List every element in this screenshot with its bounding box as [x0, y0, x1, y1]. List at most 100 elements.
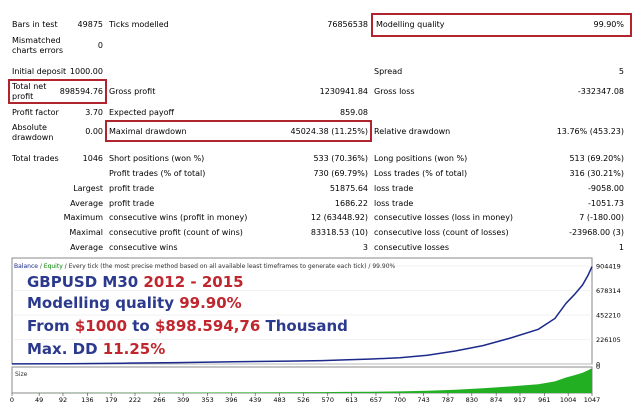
- profit-trades-value: 730 (69.79%): [313, 169, 368, 178]
- profit-factor-value: 3.70: [85, 108, 103, 117]
- avg-cons-wins-value: 3: [362, 243, 368, 252]
- mismatched-value: 0: [97, 41, 103, 50]
- modelling-quality-highlight: [371, 13, 632, 37]
- x-tick-label: 570: [322, 396, 334, 404]
- x-tick-label: 917: [514, 396, 526, 404]
- x-tick-label: 353: [201, 396, 213, 404]
- spread-value: 5: [618, 67, 624, 76]
- avg-cons-losses-value: 1: [618, 243, 624, 252]
- largest-profit-label: profit trade: [109, 184, 155, 193]
- total-trades-value: 1046: [82, 154, 103, 163]
- largest-loss-label: loss trade: [374, 184, 414, 193]
- profit-trades-label: Profit trades (% of total): [109, 169, 206, 178]
- average-loss-label: loss trade: [374, 199, 414, 208]
- maximal-label: Maximal: [69, 228, 103, 237]
- loss-trades-value: 316 (30.21%): [569, 169, 624, 178]
- x-tick-label: 874: [490, 396, 502, 404]
- overlay-line-4-red: 11.25%: [102, 340, 166, 358]
- long-positions-value: 513 (69.20%): [569, 154, 624, 163]
- size-tick-0: 0: [596, 363, 600, 371]
- loss-trades-label: Loss trades (% of total): [374, 169, 468, 178]
- x-tick-label: 92: [59, 396, 67, 404]
- x-tick-label: 266: [153, 396, 165, 404]
- gross-loss-label: Gross loss: [374, 87, 415, 96]
- overlay-line-2-red: 99.90%: [179, 294, 242, 312]
- short-positions-value: 533 (70.36%): [313, 154, 368, 163]
- chart-header-balance: Balance: [14, 263, 38, 270]
- mismatched-label-2: charts errors: [12, 46, 64, 55]
- total-net-profit-label-1: Total net: [12, 82, 47, 91]
- maximal-cons-loss-label: consecutive loss (count of losses): [374, 228, 509, 237]
- largest-label: Largest: [73, 184, 103, 193]
- chart-header-rest: / Every tick (the most precise method ba…: [63, 263, 396, 270]
- x-tick-label: 439: [249, 396, 261, 404]
- initial-deposit-value: 1000.00: [69, 67, 103, 76]
- x-tick-label: 396: [225, 396, 237, 404]
- expected-payoff-value: 859.08: [340, 108, 368, 117]
- x-tick-label: 1047: [584, 396, 601, 404]
- gross-loss-value: -332347.08: [577, 87, 624, 96]
- overlay-line-1: GBPUSD M30 2012 - 2015: [27, 272, 244, 292]
- overlay-line-2-blue: Modelling quality: [27, 294, 180, 312]
- size-label: Size: [15, 371, 28, 378]
- x-tick-label: 743: [417, 396, 429, 404]
- absolute-drawdown-label-2: drawdown: [12, 133, 54, 142]
- overlay-line-3-blue3: Thousand: [260, 317, 348, 335]
- spread-label: Spread: [374, 67, 403, 76]
- overlay-line-4-blue: Max. DD: [27, 340, 103, 358]
- overlay-line-3-blue2: to: [127, 317, 155, 335]
- overlay-line-4: Max. DD 11.25%: [27, 339, 165, 359]
- average-profit-label: profit trade: [109, 199, 155, 208]
- x-tick-label: 136: [81, 396, 93, 404]
- overlay-line-1-blue: GBPUSD M30: [27, 273, 144, 291]
- relative-drawdown-value: 13.76% (453.23): [556, 127, 624, 136]
- average-profit-value: 1686.22: [334, 199, 368, 208]
- balance-line: [11, 266, 593, 365]
- mismatched-label-1: Mismatched: [12, 36, 61, 45]
- x-tick-label: 309: [177, 396, 189, 404]
- largest-profit-value: 51875.64: [329, 184, 368, 193]
- overlay-line-1-red: 2012 - 2015: [143, 273, 244, 291]
- long-positions-label: Long positions (won %): [374, 154, 468, 163]
- x-tick-label: 483: [273, 396, 285, 404]
- x-tick-label: 700: [394, 396, 406, 404]
- net-profit-highlight: [8, 79, 107, 104]
- average2-label: Average: [70, 243, 103, 252]
- gross-profit-label: Gross profit: [109, 87, 156, 96]
- x-tick-label: 657: [370, 396, 382, 404]
- overlay-line-3-blue: From: [27, 317, 75, 335]
- absolute-drawdown-label-1: Absolute: [12, 123, 47, 132]
- avg-cons-losses-label: consecutive losses: [374, 243, 450, 252]
- maximal-cons-profit-value: 83318.53 (10): [310, 228, 368, 237]
- x-tick-label: 1004: [560, 396, 577, 404]
- ticks-modelled-label: Ticks modelled: [109, 20, 169, 29]
- balance-chart-svg: 904419 678314 452210 226105 0 0 49 92 136 179 222…: [10, 257, 621, 404]
- largest-loss-value: -9058.00: [588, 184, 624, 193]
- max-cons-losses-value: 7 (-180.00): [579, 213, 624, 222]
- modelling-quality-label: Modelling quality: [376, 20, 445, 29]
- y-tick-label: 678314: [596, 287, 621, 295]
- x-tick-label: 49: [35, 396, 43, 404]
- average-label: Average: [70, 199, 103, 208]
- overlay-line-3-red: $1000: [74, 317, 128, 335]
- avg-cons-wins-label: consecutive wins: [109, 243, 178, 252]
- initial-deposit-label: Initial deposit: [12, 67, 67, 76]
- bars-in-test-value: 49875: [77, 20, 103, 29]
- chart-header: Balance / Equity / Every tick (the most …: [14, 263, 396, 270]
- bars-in-test-label: Bars in test: [12, 20, 58, 29]
- balance-chart: 904419 678314 452210 226105 0 0 49 92 136 179 222…: [0, 256, 640, 414]
- max-cons-losses-label: consecutive losses (loss in money): [374, 213, 514, 222]
- x-tick-label: 961: [538, 396, 550, 404]
- modelling-quality-value: 99.90%: [593, 20, 624, 29]
- x-tick-label: 613: [345, 396, 357, 404]
- x-tick-label: 222: [129, 396, 141, 404]
- gross-profit-value: 1230941.84: [319, 87, 368, 96]
- maximal-drawdown-value: 45024.38 (11.25%): [290, 127, 368, 136]
- y-tick-label: 226105: [596, 336, 621, 344]
- y-tick-label: 904419: [596, 263, 621, 271]
- max-drawdown-highlight: [105, 120, 372, 142]
- maximal-cons-loss-value: -23968.00 (3): [569, 228, 624, 237]
- x-tick-label: 179: [105, 396, 117, 404]
- profit-factor-label: Profit factor: [12, 108, 59, 117]
- average-loss-value: -1051.73: [588, 199, 624, 208]
